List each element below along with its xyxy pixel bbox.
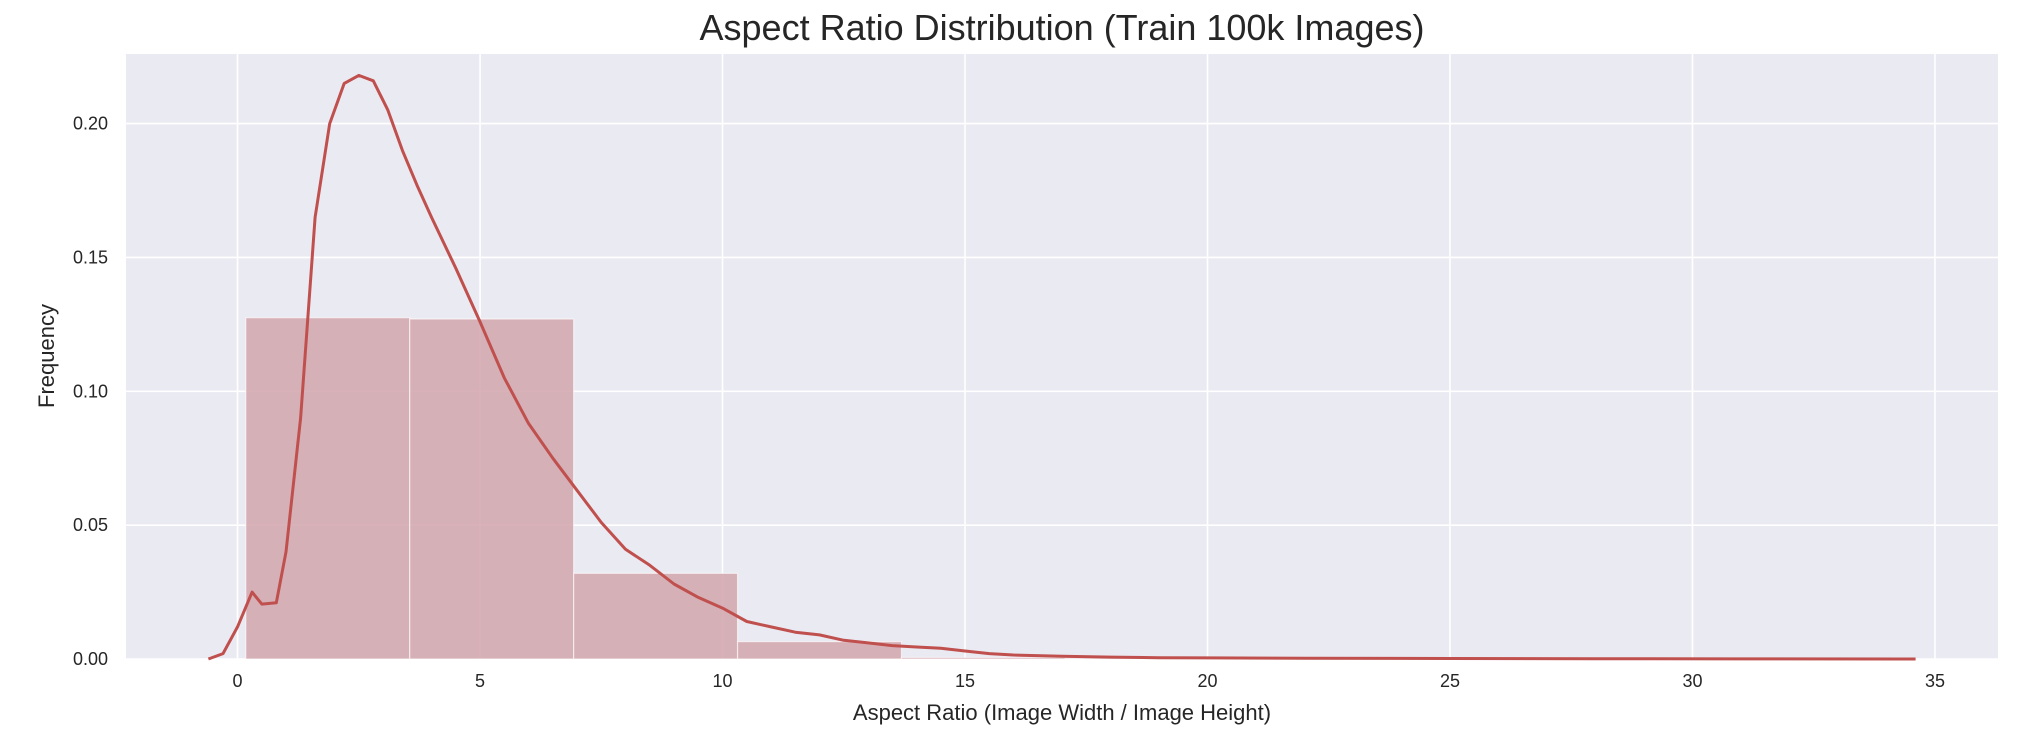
- x-tick-label: 30: [1682, 671, 1702, 691]
- chart-title: Aspect Ratio Distribution (Train 100k Im…: [700, 7, 1425, 48]
- x-tick-label: 15: [955, 671, 975, 691]
- x-axis-label: Aspect Ratio (Image Width / Image Height…: [853, 700, 1271, 725]
- x-tick-label: 0: [233, 671, 243, 691]
- y-tick-label: 0.10: [73, 381, 108, 401]
- y-tick-label: 0.00: [73, 649, 108, 669]
- histogram-bar: [246, 318, 410, 659]
- y-tick-label: 0.20: [73, 114, 108, 134]
- histogram-bar: [901, 657, 1065, 659]
- y-tick-label: 0.15: [73, 247, 108, 267]
- x-tick-label: 25: [1440, 671, 1460, 691]
- y-tick-label: 0.05: [73, 515, 108, 535]
- histogram-bar: [410, 319, 574, 659]
- histogram-bar: [574, 573, 738, 659]
- y-axis-label: Frequency: [34, 304, 59, 408]
- x-tick-label: 20: [1197, 671, 1217, 691]
- x-tick-label: 5: [475, 671, 485, 691]
- x-tick-label: 10: [713, 671, 733, 691]
- x-tick-label: 35: [1925, 671, 1945, 691]
